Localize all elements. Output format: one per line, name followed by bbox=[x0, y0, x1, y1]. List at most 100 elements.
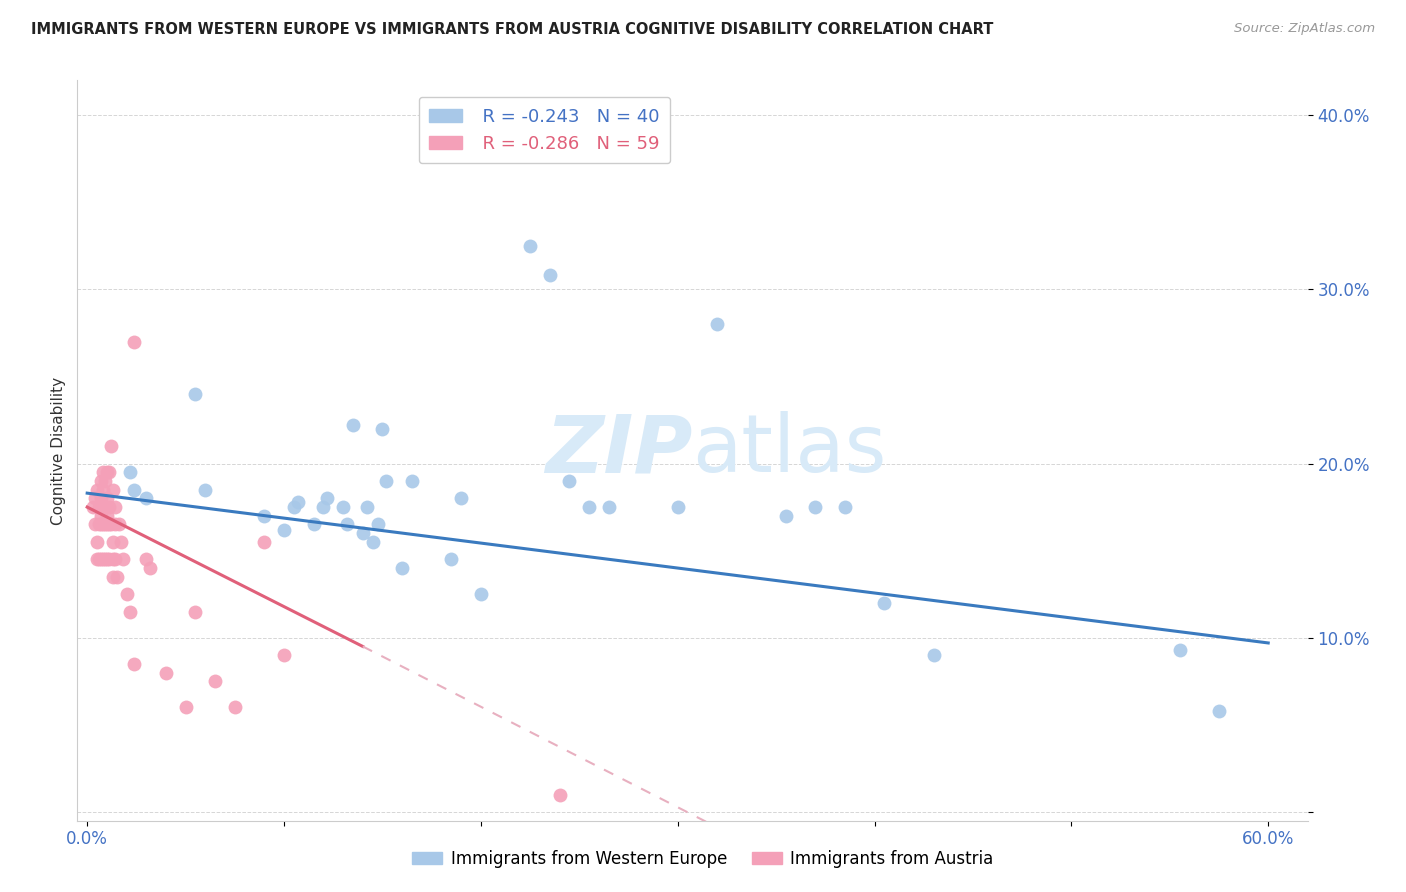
Point bbox=[440, 552, 463, 566]
Point bbox=[139, 561, 162, 575]
Point bbox=[94, 474, 117, 488]
Point bbox=[184, 387, 207, 401]
Point bbox=[100, 517, 122, 532]
Point bbox=[91, 500, 114, 514]
Point bbox=[104, 517, 127, 532]
Point bbox=[922, 648, 945, 662]
Point bbox=[94, 500, 117, 514]
Point bbox=[598, 500, 620, 514]
Point bbox=[312, 500, 335, 514]
Point bbox=[87, 517, 110, 532]
Point bbox=[105, 570, 128, 584]
Point bbox=[155, 665, 177, 680]
Point bbox=[87, 500, 110, 514]
Point bbox=[111, 552, 134, 566]
Point bbox=[352, 526, 374, 541]
Point bbox=[91, 483, 114, 497]
Legend:   R = -0.243   N = 40,   R = -0.286   N = 59: R = -0.243 N = 40, R = -0.286 N = 59 bbox=[419, 96, 671, 163]
Point bbox=[804, 500, 827, 514]
Point bbox=[287, 495, 309, 509]
Point bbox=[253, 535, 276, 549]
Text: IMMIGRANTS FROM WESTERN EUROPE VS IMMIGRANTS FROM AUSTRIA COGNITIVE DISABILITY C: IMMIGRANTS FROM WESTERN EUROPE VS IMMIGR… bbox=[31, 22, 993, 37]
Point bbox=[578, 500, 600, 514]
Text: Source: ZipAtlas.com: Source: ZipAtlas.com bbox=[1234, 22, 1375, 36]
Point bbox=[90, 552, 112, 566]
Point bbox=[94, 552, 117, 566]
Point bbox=[84, 491, 107, 506]
Point bbox=[391, 561, 413, 575]
Point bbox=[120, 465, 142, 479]
Point bbox=[86, 483, 108, 497]
Point bbox=[97, 552, 120, 566]
Point bbox=[194, 483, 217, 497]
Point bbox=[706, 317, 728, 331]
Point bbox=[834, 500, 856, 514]
Point bbox=[115, 587, 138, 601]
Point bbox=[120, 605, 142, 619]
Point bbox=[519, 239, 541, 253]
Point bbox=[96, 508, 118, 523]
Point bbox=[96, 491, 118, 506]
Point bbox=[90, 491, 112, 506]
Text: atlas: atlas bbox=[693, 411, 887, 490]
Point bbox=[224, 700, 246, 714]
Point bbox=[90, 508, 112, 523]
Point bbox=[91, 552, 114, 566]
Point bbox=[367, 517, 389, 532]
Text: ZIP: ZIP bbox=[546, 411, 693, 490]
Point bbox=[94, 517, 117, 532]
Point bbox=[101, 483, 124, 497]
Point bbox=[356, 500, 378, 514]
Point bbox=[470, 587, 492, 601]
Point bbox=[87, 552, 110, 566]
Point bbox=[101, 552, 124, 566]
Point bbox=[204, 674, 226, 689]
Point bbox=[86, 535, 108, 549]
Point bbox=[174, 700, 197, 714]
Point bbox=[124, 334, 146, 349]
Point bbox=[107, 517, 129, 532]
Point bbox=[101, 570, 124, 584]
Y-axis label: Cognitive Disability: Cognitive Disability bbox=[51, 376, 66, 524]
Point bbox=[124, 657, 146, 671]
Point bbox=[273, 523, 295, 537]
Point bbox=[184, 605, 207, 619]
Point bbox=[558, 474, 581, 488]
Point bbox=[273, 648, 295, 662]
Point bbox=[316, 491, 339, 506]
Point bbox=[775, 508, 797, 523]
Point bbox=[101, 535, 124, 549]
Point bbox=[104, 500, 127, 514]
Point bbox=[90, 474, 112, 488]
Point bbox=[666, 500, 689, 514]
Point bbox=[96, 517, 118, 532]
Point bbox=[97, 500, 120, 514]
Point bbox=[84, 517, 107, 532]
Point bbox=[538, 268, 561, 283]
Point bbox=[1168, 643, 1191, 657]
Point bbox=[873, 596, 896, 610]
Legend: Immigrants from Western Europe, Immigrants from Austria: Immigrants from Western Europe, Immigran… bbox=[406, 844, 1000, 875]
Point bbox=[253, 508, 276, 523]
Point bbox=[100, 439, 122, 453]
Point bbox=[91, 465, 114, 479]
Point bbox=[110, 535, 132, 549]
Point bbox=[302, 517, 325, 532]
Point bbox=[336, 517, 359, 532]
Point bbox=[96, 465, 118, 479]
Point bbox=[342, 418, 364, 433]
Point bbox=[82, 500, 104, 514]
Point bbox=[97, 465, 120, 479]
Point bbox=[548, 788, 571, 802]
Point bbox=[135, 552, 157, 566]
Point bbox=[375, 474, 398, 488]
Point bbox=[90, 517, 112, 532]
Point bbox=[86, 552, 108, 566]
Point bbox=[283, 500, 305, 514]
Point bbox=[91, 517, 114, 532]
Point bbox=[401, 474, 423, 488]
Point bbox=[96, 552, 118, 566]
Point bbox=[332, 500, 354, 514]
Point bbox=[124, 483, 146, 497]
Point bbox=[104, 552, 127, 566]
